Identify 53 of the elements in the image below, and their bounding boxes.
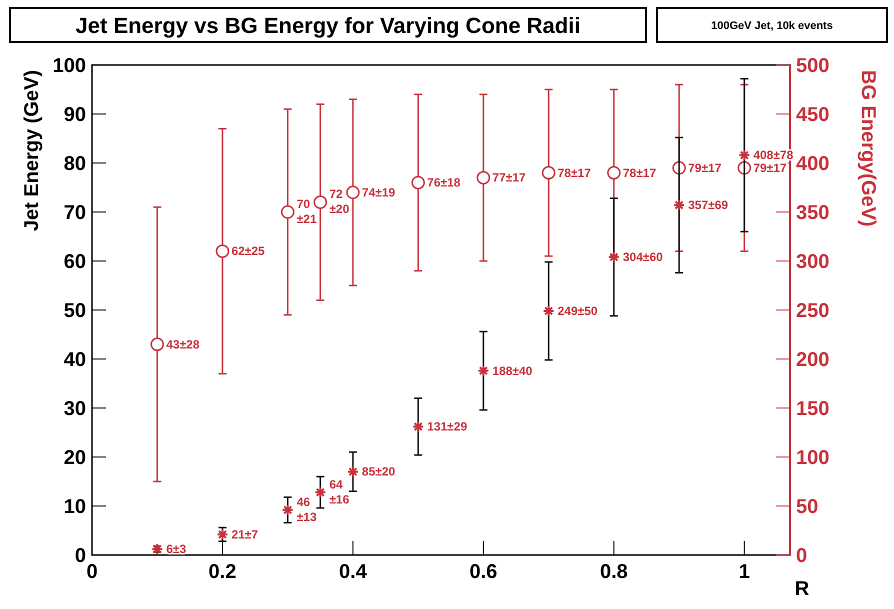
- y2-tick-label: 150: [796, 398, 830, 420]
- data-label: 64±16: [329, 477, 350, 506]
- data-label: 21±7: [231, 527, 258, 542]
- data-label: 85±20: [362, 464, 396, 479]
- data-label: 78±17: [622, 166, 656, 180]
- data-label: 79±17: [688, 160, 722, 175]
- x-tick-label: 0.4: [339, 561, 368, 583]
- y-tick-label: 50: [64, 300, 86, 322]
- data-label: 46±13: [296, 494, 317, 524]
- chart-title: Jet Energy vs BG Energy for Varying Cone Radii: [76, 13, 580, 38]
- y-tick-label: 90: [64, 104, 86, 126]
- data-label: 62±25: [231, 244, 266, 258]
- y2-tick-label: 450: [796, 104, 830, 126]
- y2-tick-label: 100: [796, 447, 830, 469]
- text: 100GeV Jet, 10k events: [711, 20, 833, 32]
- y2-tick-label: 50: [796, 496, 818, 518]
- y-tick-label: 60: [64, 251, 86, 273]
- data-label: 77±17: [492, 170, 526, 185]
- data-label: 74±19: [362, 185, 396, 200]
- data-label: 78±17: [558, 166, 592, 180]
- y2-tick-label: 250: [796, 300, 830, 322]
- y-tick-label: 80: [64, 153, 86, 175]
- y-tick-label: 30: [64, 398, 86, 420]
- y2-tick-label: 0: [796, 545, 808, 567]
- data-label: 304±60: [622, 250, 664, 264]
- y2-axis-title: BG Energy(GeV): [857, 70, 879, 227]
- data-label: 43±28: [166, 337, 200, 352]
- x-tick-label: 1: [738, 561, 750, 583]
- data-label: 79±17: [753, 160, 787, 175]
- data-label: 76±18: [427, 176, 461, 190]
- x-axis-title: R: [794, 578, 810, 600]
- y2-tick-label: 500: [796, 55, 830, 77]
- y2-tick-label: 200: [796, 349, 830, 371]
- y2-tick-label: 400: [796, 153, 830, 175]
- y-tick-label: 40: [64, 349, 86, 371]
- data-label: 131±29: [427, 420, 468, 434]
- x-tick-label: 0.6: [469, 561, 498, 583]
- x-tick-label: 0.8: [600, 561, 628, 583]
- y-tick-label: 70: [64, 202, 86, 224]
- data-label: 249±50: [558, 304, 598, 318]
- data-label: 188±40: [492, 364, 533, 378]
- data-label: 70±21: [296, 197, 317, 226]
- y-tick-label: 20: [64, 447, 86, 469]
- y-axis-title: Jet Energy (GeV): [21, 70, 43, 232]
- y2-tick-label: 300: [796, 251, 830, 273]
- y2-tick-label: 350: [796, 202, 830, 224]
- y-tick-label: 100: [52, 55, 86, 77]
- x-tick-label: 0.2: [208, 561, 236, 583]
- data-label: 357±69: [688, 198, 728, 212]
- data-label: 6±3: [166, 542, 186, 556]
- y-tick-label: 0: [74, 545, 86, 567]
- data-label: 72±20: [329, 187, 350, 216]
- y-tick-label: 10: [64, 496, 86, 518]
